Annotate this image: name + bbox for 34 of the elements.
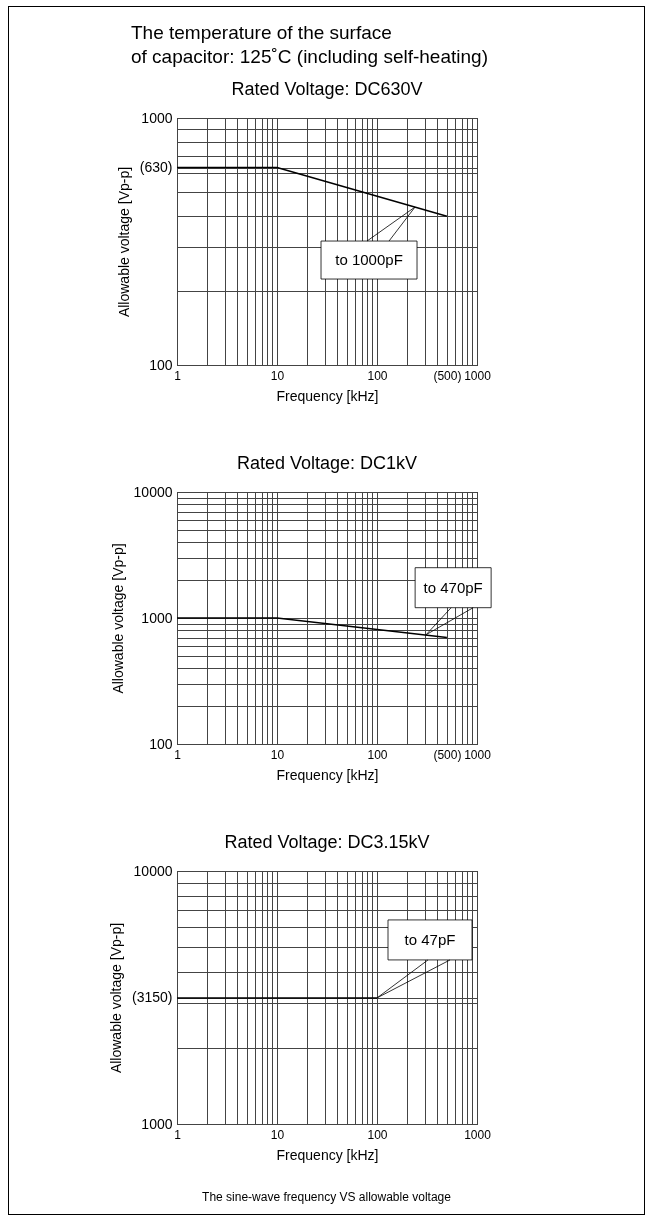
annotation: to 1000pF: [335, 251, 403, 269]
x-tick-label: (500): [433, 747, 462, 762]
x-tick-label: 1: [174, 747, 182, 762]
text: The sine-wave frequency VS allowable voltage: [201, 1190, 452, 1204]
x-tick-label: 10: [270, 368, 285, 383]
x-tick-label: 100: [367, 747, 388, 762]
y-tick-label: (630): [139, 159, 173, 176]
y-tick-label: 10000: [133, 862, 173, 879]
chart-title: Rated Voltage: DC3.15kV: [224, 832, 430, 852]
x-tick-label: 100: [367, 368, 388, 383]
y-tick-label: 1000: [141, 109, 173, 126]
x-axis-title: Frequency [kHz]: [276, 1146, 379, 1163]
y-tick-label: (3150): [132, 989, 173, 1006]
annotation: to 47pF: [404, 930, 456, 948]
x-tick-label: 100: [367, 1127, 388, 1142]
chart-title: The temperature of the surface of capacitor: 125˚C (including self-heating): [131, 21, 488, 69]
x-axis-title: Frequency [kHz]: [276, 387, 379, 404]
y-axis-title: Allowable voltage [Vp-p]: [115, 166, 132, 318]
x-tick-label: 1000: [464, 1127, 492, 1142]
y-axis-title: Allowable voltage [Vp-p]: [109, 543, 126, 694]
x-tick-label: 1000: [464, 747, 492, 762]
annotation: to 470pF: [423, 578, 483, 596]
x-tick-label: 10: [270, 1127, 285, 1142]
y-axis-title: Allowable voltage [Vp-p]: [108, 922, 125, 1074]
y-tick-label: 1000: [141, 609, 173, 626]
chart-title: Rated Voltage: DC1kV: [236, 453, 418, 473]
x-tick-label: 10: [270, 747, 285, 762]
x-axis-title: Frequency [kHz]: [276, 766, 379, 783]
chart-subtitle: Rated Voltage: DC630V: [231, 79, 423, 99]
y-tick-label: 10000: [133, 483, 173, 500]
x-tick-label: 1: [174, 368, 182, 383]
x-tick-label: 1000: [464, 368, 492, 383]
x-tick-label: 1: [174, 1127, 182, 1142]
x-tick-label: (500): [433, 368, 462, 383]
